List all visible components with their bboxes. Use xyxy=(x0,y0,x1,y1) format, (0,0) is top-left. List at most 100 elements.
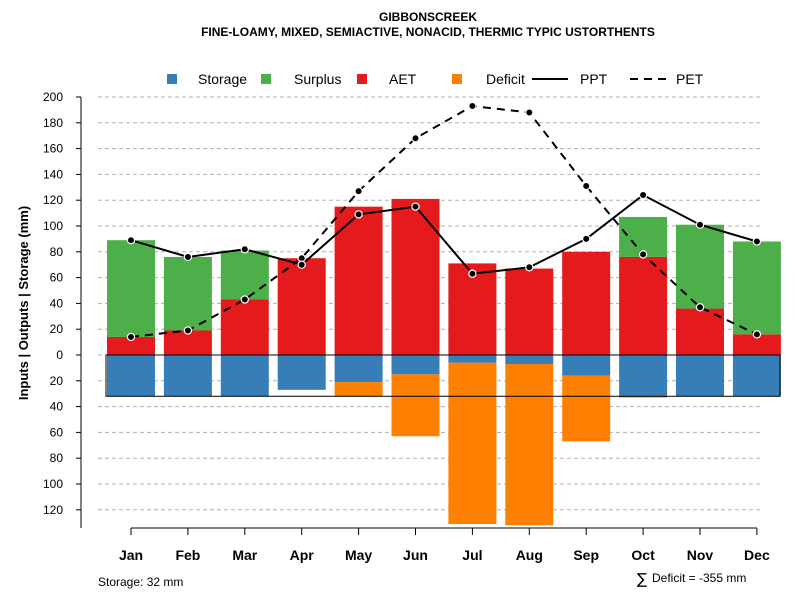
legend-swatch-aet xyxy=(357,74,367,84)
y-tick-label: 40 xyxy=(50,400,64,414)
storage-bar-nov xyxy=(676,355,724,397)
storage-bar-aug xyxy=(505,355,554,365)
x-tick-label: Dec xyxy=(744,547,770,563)
sum-icon: ∑ xyxy=(637,570,647,588)
x-tick-label: May xyxy=(345,547,372,563)
legend-swatch-deficit xyxy=(452,74,462,84)
y-tick-label: 120 xyxy=(43,193,63,207)
y-tick-label: 0 xyxy=(56,348,63,362)
y-tick-label: 140 xyxy=(43,167,63,181)
surplus-bar-nov xyxy=(676,224,724,309)
legend: Storage Surplus AET Deficit PPT PET xyxy=(167,71,704,87)
legend-label-deficit: Deficit xyxy=(486,71,525,87)
aet-bar-aug xyxy=(505,268,554,355)
legend-swatch-storage xyxy=(167,74,177,84)
aet-bar-oct xyxy=(619,256,668,355)
y-tick-label: 160 xyxy=(43,142,63,156)
chart-subtitle: FINE-LOAMY, MIXED, SEMIACTIVE, NONACID, … xyxy=(201,25,655,39)
storage-bar-jun xyxy=(391,355,440,375)
ppt-point xyxy=(411,202,420,211)
ppt-point xyxy=(297,260,306,269)
pet-point xyxy=(411,134,420,143)
aet-bar-jul xyxy=(448,263,497,355)
pet-point xyxy=(183,326,193,335)
aet-bar-jun xyxy=(391,198,440,355)
x-tick-label: Feb xyxy=(175,547,200,563)
chart-title: GIBBONSCREEK xyxy=(379,10,477,24)
pet-point xyxy=(695,303,705,312)
storage-bar-sep xyxy=(562,355,611,376)
pet-point xyxy=(638,250,648,259)
storage-bar-jul xyxy=(448,355,497,363)
deficit-bar-oct xyxy=(619,396,668,398)
deficit-bar-aug xyxy=(505,364,554,526)
x-tick-label: Jul xyxy=(462,547,482,563)
storage-bar-mar xyxy=(220,355,269,397)
legend-label-aet: AET xyxy=(389,71,417,87)
aet-bar-apr xyxy=(277,258,326,355)
ppt-point xyxy=(126,235,136,245)
aet-bar-may xyxy=(334,206,383,355)
pet-point xyxy=(468,101,477,111)
y-tick-label: 20 xyxy=(50,374,64,388)
pet-point xyxy=(582,181,591,191)
pet-point xyxy=(752,330,762,339)
ppt-point xyxy=(695,220,705,229)
y-tick-label: 100 xyxy=(43,219,63,233)
legend-label-pet: PET xyxy=(676,71,704,87)
pet-point xyxy=(354,186,363,196)
pet-point xyxy=(525,108,534,117)
surplus-bar-feb xyxy=(163,256,212,331)
aet-bar-nov xyxy=(676,308,724,355)
axes: 2001801601401201008060402002040608010012… xyxy=(43,90,770,563)
ppt-point xyxy=(183,252,193,262)
deficit-bar-may xyxy=(334,382,383,397)
legend-swatch-surplus xyxy=(261,74,271,84)
ppt-point xyxy=(354,210,363,219)
deficit-bar-jul xyxy=(448,362,497,524)
aet-bar-sep xyxy=(562,251,611,355)
storage-capacity-box xyxy=(105,354,781,397)
x-tick-label: Nov xyxy=(687,547,714,563)
x-tick-label: Mar xyxy=(232,547,257,563)
y-tick-label: 80 xyxy=(50,245,64,259)
deficit-bar-jun xyxy=(391,374,440,437)
ppt-point xyxy=(582,234,591,244)
ppt-point xyxy=(240,245,249,254)
surplus-bar-dec xyxy=(732,241,781,335)
y-axis-label: Inputs | Outputs | Storage (mm) xyxy=(16,206,31,400)
y-tick-label: 60 xyxy=(50,271,64,285)
aet-bar-dec xyxy=(732,334,781,355)
pet-line xyxy=(130,104,758,338)
ppt-point xyxy=(468,269,477,278)
bars xyxy=(105,198,781,526)
storage-bar-apr xyxy=(277,355,326,390)
storage-bar-oct xyxy=(619,355,668,397)
ppt-point xyxy=(752,237,762,246)
storage-footnote: Storage: 32 mm xyxy=(98,575,183,589)
x-tick-label: Apr xyxy=(290,547,315,563)
storage-bar-dec xyxy=(732,355,781,397)
x-tick-label: Jun xyxy=(403,547,428,563)
ppt-point xyxy=(638,190,648,200)
y-tick-label: 20 xyxy=(50,322,64,336)
storage-bar-feb xyxy=(163,355,212,397)
deficit-total: Deficit = -355 mm xyxy=(652,571,746,585)
lines xyxy=(126,101,762,342)
storage-bar-may xyxy=(334,355,383,383)
surplus-bar-mar xyxy=(220,250,269,300)
y-tick-label: 200 xyxy=(43,90,63,104)
y-tick-label: 180 xyxy=(43,116,63,130)
surplus-bar-jan xyxy=(107,240,155,337)
legend-label-storage: Storage xyxy=(198,71,247,87)
y-tick-label: 60 xyxy=(50,425,64,439)
ppt-point xyxy=(525,263,534,272)
y-tick-label: 40 xyxy=(50,296,64,310)
legend-label-surplus: Surplus xyxy=(294,71,341,87)
x-tick-label: Jan xyxy=(119,547,143,563)
x-tick-label: Sep xyxy=(573,547,599,563)
storage-bar-jan xyxy=(107,355,155,397)
legend-label-ppt: PPT xyxy=(580,71,608,87)
y-tick-label: 120 xyxy=(43,503,63,517)
